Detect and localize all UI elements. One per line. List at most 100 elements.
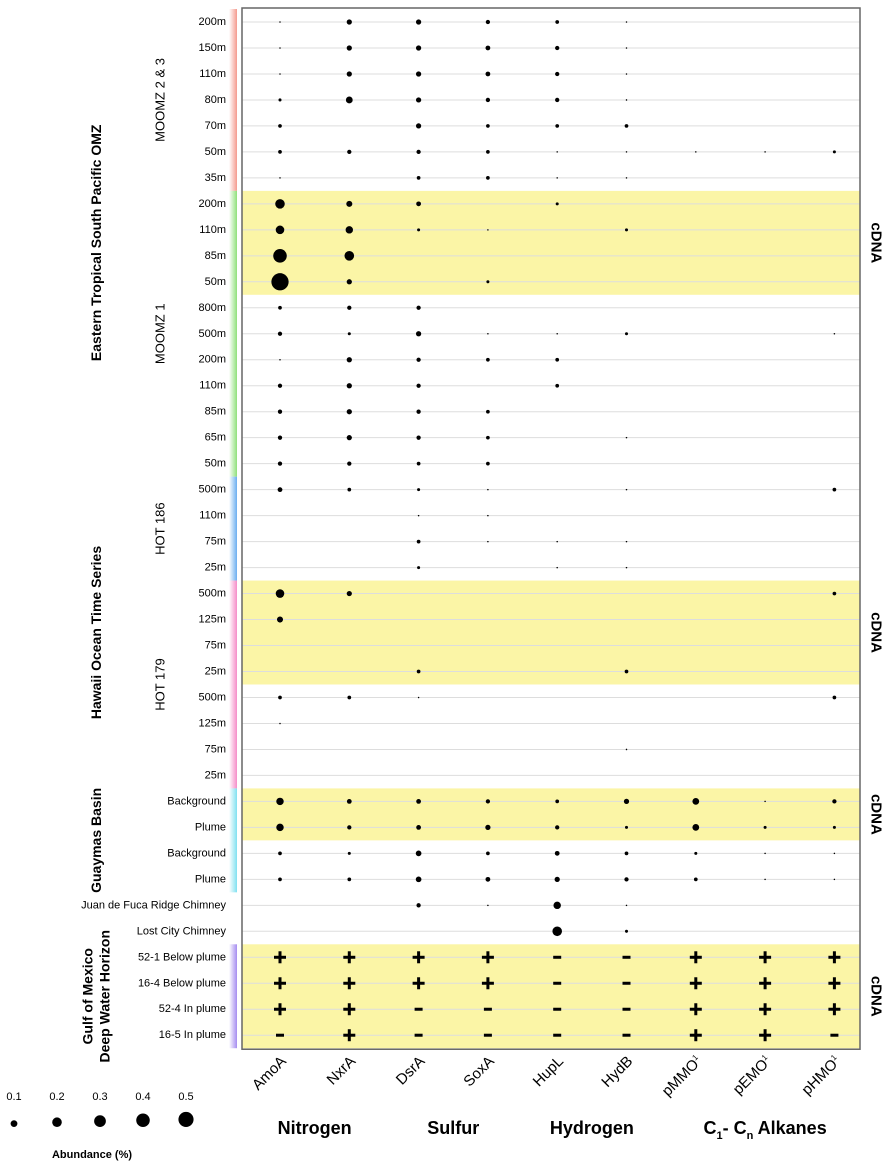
category-label: Nitrogen xyxy=(278,1118,352,1138)
abundance-bubble xyxy=(416,435,421,440)
abundance-bubble xyxy=(347,461,352,466)
abundance-bubble xyxy=(417,488,421,492)
abundance-bubble xyxy=(271,273,289,291)
row-label: 110m xyxy=(199,380,226,392)
legend-size-label: 0.5 xyxy=(178,1091,193,1103)
group-color-strip xyxy=(229,788,237,893)
major-group-label: Eastern Tropical South Pacific OMZ xyxy=(88,124,104,361)
abundance-bubble xyxy=(553,901,561,910)
gene-label: DsrA xyxy=(393,1053,429,1089)
abundance-bubble xyxy=(275,199,285,209)
plus-sign xyxy=(694,1003,698,1016)
abundance-bubble xyxy=(486,461,490,466)
abundance-bubble xyxy=(347,695,352,700)
abundance-bubble xyxy=(692,823,700,831)
abundance-bubble xyxy=(416,669,421,674)
abundance-bubble xyxy=(278,305,282,310)
abundance-bubble xyxy=(277,409,283,414)
minus-sign xyxy=(553,1007,562,1011)
sub-group-label: HOT 179 xyxy=(153,658,168,711)
row-label: Plume xyxy=(195,873,226,885)
abundance-bubble xyxy=(346,357,352,363)
abundance-bubble xyxy=(347,332,351,336)
abundance-bubble xyxy=(416,305,421,310)
abundance-bubble xyxy=(556,566,558,569)
abundance-bubble xyxy=(625,748,628,751)
sub-group-label: MOOMZ 2 & 3 xyxy=(153,58,168,142)
row-label: 16-4 Below plume xyxy=(138,977,226,989)
abundance-bubble xyxy=(486,357,490,362)
plus-sign xyxy=(694,951,698,964)
abundance-bubble xyxy=(624,228,629,232)
abundance-bubble xyxy=(415,331,422,337)
abundance-bubble xyxy=(416,149,421,155)
abundance-bubble xyxy=(625,904,628,907)
plus-sign xyxy=(763,951,767,964)
abundance-bubble xyxy=(485,45,491,51)
abundance-bubble xyxy=(624,332,629,336)
abundance-bubble xyxy=(279,73,281,75)
abundance-bubble xyxy=(416,461,421,466)
abundance-bubble xyxy=(346,409,352,415)
abundance-bubble xyxy=(279,722,281,725)
plus-sign xyxy=(278,951,282,964)
abundance-bubble xyxy=(279,21,281,23)
plus-sign xyxy=(347,977,351,990)
abundance-bubble xyxy=(485,876,491,882)
abundance-bubble xyxy=(485,799,491,804)
abundance-bubble xyxy=(764,800,766,803)
abundance-bubble xyxy=(832,825,836,829)
group-color-strip xyxy=(229,580,237,789)
minus-sign xyxy=(553,1033,562,1037)
gene-label: AmoA xyxy=(249,1053,290,1094)
row-label: 500m xyxy=(198,691,226,703)
abundance-bubble xyxy=(693,877,698,882)
legend-bubble xyxy=(136,1113,150,1127)
group-color-strip xyxy=(229,9,237,191)
plus-sign xyxy=(694,1029,698,1042)
group-color-strip xyxy=(229,190,237,477)
abundance-bubble xyxy=(415,97,422,103)
plus-sign xyxy=(763,1029,767,1042)
abundance-bubble xyxy=(344,251,355,261)
plus-sign xyxy=(486,951,490,964)
abundance-bubble xyxy=(556,177,558,179)
cdna-highlight-band xyxy=(242,944,860,1049)
abundance-bubble xyxy=(624,825,629,829)
abundance-bubble xyxy=(277,487,283,493)
abundance-bubble xyxy=(485,97,491,103)
row-label: 125m xyxy=(198,717,226,729)
row-label: Plume xyxy=(195,821,226,833)
abundance-bubble xyxy=(487,333,489,335)
cdna-label: cDNA xyxy=(868,794,885,835)
sub-group-label: HOT 186 xyxy=(153,502,168,555)
row-label: 85m xyxy=(205,406,226,418)
minus-sign xyxy=(622,955,631,959)
row-label: 50m xyxy=(205,146,226,158)
minus-sign xyxy=(622,981,631,985)
abundance-bubble xyxy=(555,202,559,206)
legend-bubble xyxy=(178,1111,194,1127)
cdna-highlight-band xyxy=(242,580,860,685)
abundance-bubble xyxy=(347,487,352,492)
abundance-bubble xyxy=(555,124,560,128)
legend-title: Abundance (%) xyxy=(52,1149,132,1161)
abundance-bubble xyxy=(416,176,421,180)
abundance-bubble xyxy=(764,852,766,855)
abundance-bubble xyxy=(625,151,628,153)
abundance-bubble xyxy=(277,331,283,336)
abundance-bubble xyxy=(832,150,836,154)
category-label: Hydrogen xyxy=(550,1118,634,1138)
abundance-bubble xyxy=(625,540,628,543)
abundance-bubble xyxy=(346,383,352,389)
abundance-bubble xyxy=(347,305,352,310)
gene-label: HupL xyxy=(530,1053,567,1090)
abundance-bubble xyxy=(276,616,284,623)
group-color-strip xyxy=(229,476,237,581)
cdna-label: cDNA xyxy=(868,612,885,653)
row-label: 75m xyxy=(205,640,226,652)
abundance-bubble xyxy=(624,124,629,128)
row-label: 50m xyxy=(205,458,226,470)
plot-frame xyxy=(241,7,861,1050)
